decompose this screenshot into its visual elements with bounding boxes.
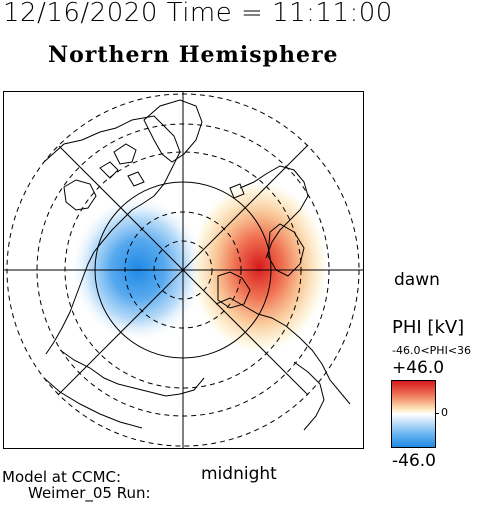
run-label: Weimer_05 Run:	[28, 484, 151, 502]
legend-min-label: -46.0	[392, 451, 436, 471]
midnight-label: midnight	[201, 464, 277, 484]
meridian-diag-2	[57, 144, 309, 396]
legend-range: -46.0<PHI<36	[392, 344, 472, 357]
coastline-greenland	[143, 99, 203, 163]
dawn-label: dawn	[394, 270, 440, 290]
coastline-hudson-bay	[63, 179, 97, 211]
coastline-arctic-islands	[99, 143, 145, 187]
model-label: Model at CCMC:	[2, 468, 122, 486]
meridian-lines	[4, 92, 363, 448]
legend-zero-tick	[435, 413, 439, 414]
legend-colorbar	[391, 380, 436, 448]
coastlines	[43, 99, 351, 431]
negative-potential-cell	[70, 195, 206, 343]
coastline-russia	[217, 271, 251, 309]
meridian-diag-1	[58, 145, 309, 396]
datetime-title: 12/16/2020 Time = 11:11:00	[3, 0, 393, 28]
polar-map	[3, 91, 364, 449]
coastline-pacific	[43, 377, 143, 429]
coastline-alaska	[59, 349, 205, 397]
legend-max-label: +46.0	[392, 358, 445, 378]
coastline-svalbard	[229, 183, 245, 199]
legend-title: PHI [kV]	[392, 317, 465, 338]
coastline-scandinavia	[267, 223, 305, 277]
legend-zero-label: 0	[441, 406, 448, 419]
coastline-east-asia	[293, 361, 325, 431]
coastline-europe	[239, 165, 309, 259]
positive-potential-cell	[189, 179, 329, 355]
coastline-north-america	[43, 115, 181, 355]
hemisphere-title: Northern Hemisphere	[48, 42, 339, 68]
